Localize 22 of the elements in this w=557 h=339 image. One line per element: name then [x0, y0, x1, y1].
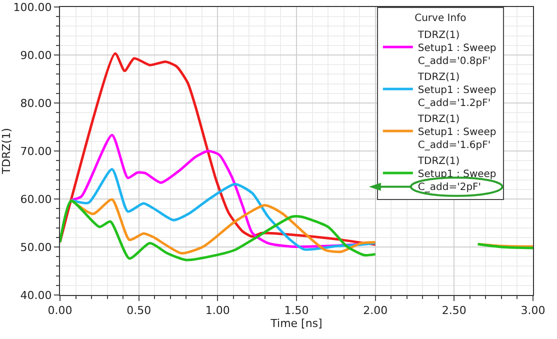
- legend-label: TDRZ(1) Setup1 : Sweep C_add='1.6pF': [416, 114, 496, 151]
- x-tick-label: 0.00: [48, 304, 72, 318]
- x-tick-label: 2.00: [363, 304, 388, 318]
- legend-label: TDRZ(1) Setup1 : Sweep C_add='0.8pF': [416, 30, 496, 67]
- y-axis-title: TDRZ(1): [0, 128, 13, 175]
- y-tick-label: 60.00: [20, 192, 52, 206]
- y-tick-label: 90.00: [20, 48, 52, 62]
- x-tick-label: 0.50: [126, 304, 152, 318]
- x-tick-label: 3.00: [520, 304, 546, 318]
- legend-label: TDRZ(1) Setup1 : Sweep C_add='2pF': [416, 156, 496, 193]
- y-tick-label: 80.00: [20, 96, 52, 110]
- y-tick-label: 70.00: [20, 144, 52, 158]
- legend-title: Curve Info: [414, 13, 466, 24]
- x-tick-label: 1.50: [284, 304, 309, 318]
- line-series: [70, 168, 377, 251]
- x-axis-title: Time [ns]: [270, 317, 322, 330]
- y-tick-label: 50.00: [20, 240, 52, 254]
- x-tick-label: 1.00: [205, 304, 230, 318]
- x-tick-label: 2.50: [442, 304, 466, 318]
- legend-label: TDRZ(1) Setup1 : Sweep C_add='1.2pF': [416, 72, 496, 109]
- y-tick-label: 100.00: [13, 0, 52, 14]
- y-tick-label: 40.00: [20, 288, 52, 302]
